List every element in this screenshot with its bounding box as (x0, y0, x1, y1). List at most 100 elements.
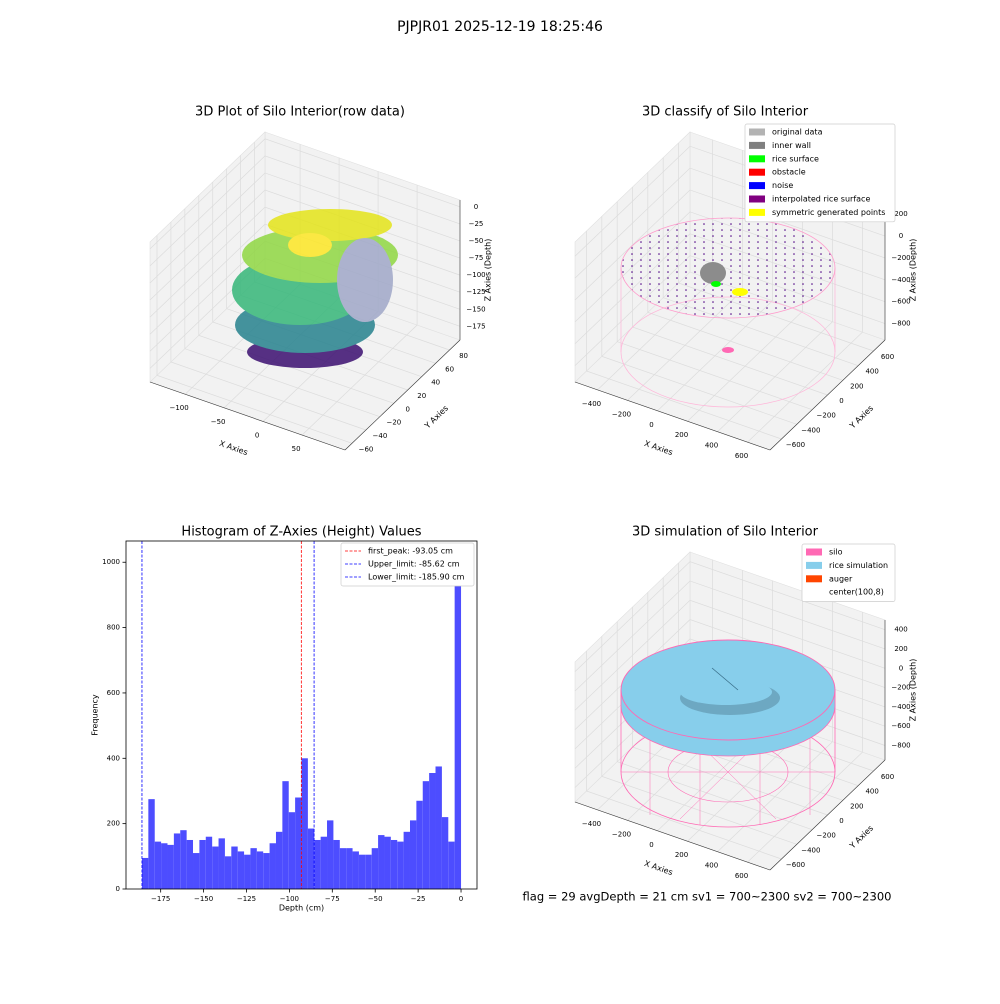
legend-box (744, 123, 896, 223)
x-tick-label: 0 (255, 431, 259, 439)
grid-line (574, 561, 886, 672)
legend-swatch (806, 561, 822, 569)
z-tick-label: −400 (891, 703, 910, 711)
x-axis-label: Depth (cm) (279, 904, 324, 913)
grid-line (574, 599, 886, 711)
bar (288, 812, 296, 889)
y-tick-label: 80 (459, 352, 468, 360)
legend-label: Upper_limit: -85.62 cm (368, 560, 460, 569)
z-tick-label: −75 (469, 254, 484, 262)
x-tick-label: 200 (675, 431, 688, 439)
x-tick-label: −400 (582, 400, 601, 408)
legend-box (801, 543, 896, 602)
axis-line (574, 381, 771, 451)
bar (327, 820, 334, 889)
z-tick-label: −800 (891, 320, 910, 328)
y-axis-label: Y Axies (847, 404, 875, 431)
axis-line (769, 759, 886, 871)
silo-classify (620, 217, 836, 408)
grid-line (601, 636, 797, 845)
x-tick-label: −50 (368, 895, 383, 903)
grid-line (149, 189, 461, 301)
z-tick-label: 200 (894, 210, 907, 218)
bar (141, 857, 149, 889)
y-tick-label: 600 (881, 773, 894, 781)
legend-label: obstacle (772, 168, 806, 177)
x-tick-label: 600 (735, 872, 748, 880)
x-tick-label: −175 (151, 895, 170, 903)
bar (167, 844, 174, 889)
x-tick-label: −200 (612, 830, 631, 838)
bar (231, 846, 238, 889)
bar (250, 848, 257, 889)
x-tick-label: −25 (411, 895, 426, 903)
grid-line (184, 208, 380, 417)
bar (454, 555, 462, 889)
z-tick-label: −50 (469, 237, 484, 245)
z-tick-label: −400 (891, 276, 910, 284)
grid-line (301, 185, 418, 436)
chart-title: 3D Plot of Silo Interior(row data) (195, 105, 405, 120)
bar (244, 854, 251, 889)
legend-swatch (806, 588, 822, 596)
legend-label: rice surface (772, 154, 819, 163)
bar (154, 841, 162, 889)
grid-line (717, 601, 833, 852)
x-axis-label: X Axies (643, 439, 674, 457)
y-tick-label: 200 (107, 820, 120, 828)
z-tick-label: −200 (891, 254, 910, 262)
z-tick-label: −600 (891, 722, 910, 730)
bar (339, 848, 347, 889)
legend-swatch (749, 168, 765, 176)
chart-title: Histogram of Z-Axies (Height) Values (181, 525, 421, 540)
bar (193, 853, 200, 889)
bar (314, 839, 321, 889)
z-tick-label: −800 (891, 742, 910, 750)
bar (269, 843, 276, 889)
bar (295, 797, 302, 889)
y-tick-label: 1000 (102, 558, 120, 566)
bar (384, 836, 391, 889)
x-tick-label: 200 (675, 851, 688, 859)
grid-line (149, 223, 461, 335)
y-tick-label: 600 (881, 353, 894, 361)
bar (429, 773, 436, 889)
grid-line (616, 621, 813, 830)
bar (397, 841, 404, 889)
bar (409, 820, 417, 889)
z-axis-label: Z Axies (Depth) (909, 239, 918, 302)
legend-swatch (749, 128, 765, 136)
x-tick-label: 50 (292, 445, 301, 453)
legend-swatch (749, 182, 765, 190)
grid-line (170, 222, 367, 431)
y-tick-label: 200 (850, 802, 863, 810)
bar (435, 766, 442, 889)
y-tick-label: 40 (431, 379, 440, 387)
grid-line (156, 235, 353, 444)
legend-label: first_peak: -93.05 cm (368, 547, 453, 556)
grid-line (586, 651, 782, 860)
bar (416, 800, 423, 889)
x-tick-label: −200 (612, 410, 631, 418)
y-tick-label: 20 (417, 392, 426, 400)
bar (320, 836, 328, 889)
chart-title: 3D classify of Silo Interior (642, 105, 809, 120)
y-tick-label: −200 (817, 412, 836, 420)
bar (307, 828, 315, 889)
bar (403, 831, 410, 889)
bar (186, 839, 194, 889)
grid-line (747, 192, 863, 443)
plot-frame (125, 540, 478, 890)
y-tick-label: 400 (865, 368, 878, 376)
bar (333, 839, 340, 889)
y-tick-label: 0 (839, 397, 843, 405)
z-tick-label: −200 (891, 684, 910, 692)
silo-simulation (620, 639, 836, 828)
bar (352, 851, 359, 889)
bar (390, 839, 398, 889)
grid-line (149, 138, 461, 250)
bar (346, 848, 353, 889)
bar (282, 781, 289, 889)
